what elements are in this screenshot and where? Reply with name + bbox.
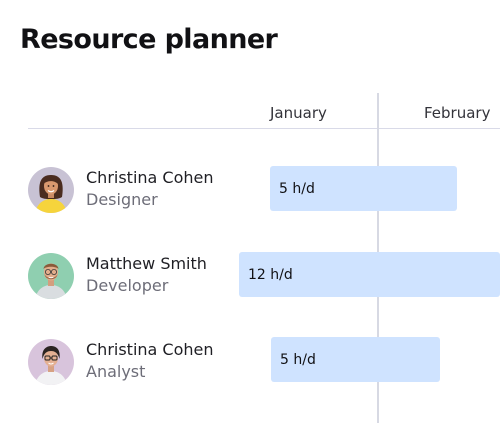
resource-role: Designer (86, 190, 158, 209)
allocation-bar[interactable]: 5 h/d (271, 337, 440, 382)
allocation-label: 5 h/d (280, 351, 316, 368)
avatar-woman-glasses-icon[interactable] (28, 339, 74, 385)
avatar-woman-icon[interactable] (28, 167, 74, 213)
resource-row: Christina Cohen Designer 5 h/d (0, 165, 500, 225)
timeline-header-divider (28, 128, 500, 129)
allocation-bar[interactable]: 5 h/d (270, 166, 457, 211)
resource-role: Analyst (86, 362, 146, 381)
avatar-man-icon[interactable] (28, 253, 74, 299)
resource-role: Developer (86, 276, 169, 295)
resource-row: Matthew Smith Developer 12 h/d (0, 251, 500, 311)
resource-name: Matthew Smith (86, 254, 207, 273)
page-title: Resource planner (20, 24, 278, 55)
resource-name: Christina Cohen (86, 340, 214, 359)
allocation-bar[interactable]: 12 h/d (239, 252, 500, 297)
allocation-label: 5 h/d (279, 180, 315, 197)
allocation-label: 12 h/d (248, 266, 293, 283)
month-header-january: January (270, 104, 327, 122)
resource-row: Christina Cohen Analyst 5 h/d (0, 337, 500, 397)
resource-name: Christina Cohen (86, 168, 214, 187)
month-header-february: February (424, 104, 491, 122)
